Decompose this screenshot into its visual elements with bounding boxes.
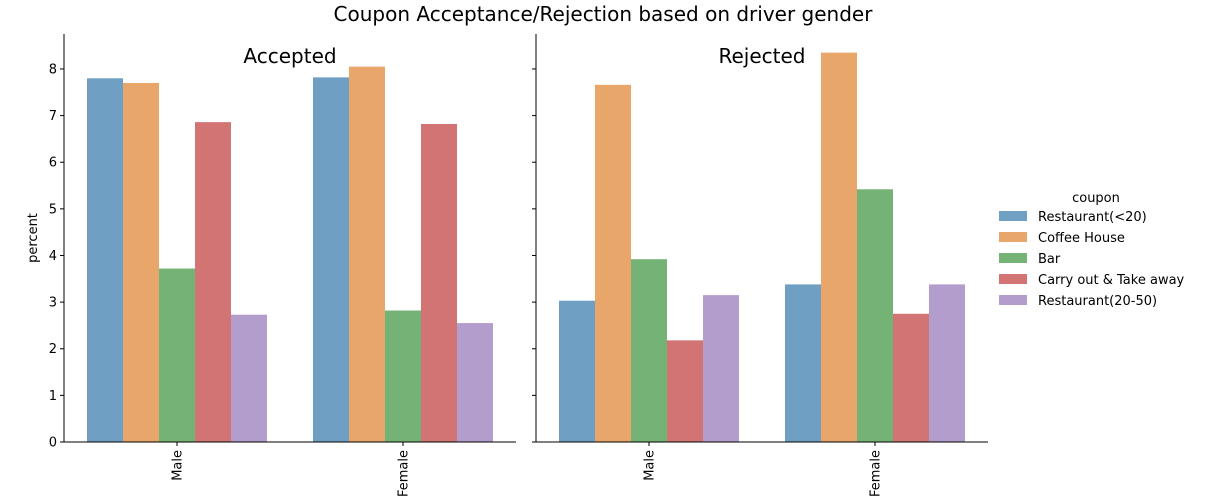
legend-label-3: Carry out & Take away [1038, 273, 1185, 288]
bar-accepted-female-4 [457, 323, 493, 442]
y-tick-label-2: 2 [49, 342, 57, 357]
x-tick-label-male-0: Male [171, 450, 186, 481]
legend-title: coupon [1072, 191, 1120, 206]
panel-rejected: Rejected Male Female [532, 34, 988, 497]
x-tick-label-female-0: Female [397, 450, 412, 497]
legend: coupon Restaurant(<20) Coffee House Bar Car… [999, 191, 1185, 309]
y-tick-label-0: 0 [49, 436, 57, 451]
y-tick-label-8: 8 [49, 62, 57, 77]
y-tick-label-1: 1 [49, 389, 57, 404]
panel-title-accepted: Accepted [243, 44, 336, 68]
bar-accepted-female-3 [421, 123, 457, 443]
bar-rejected-male-0 [559, 300, 595, 442]
bar-accepted-male-0 [87, 78, 123, 442]
y-tick-label-4: 4 [49, 249, 57, 264]
bar-accepted-male-3 [195, 122, 231, 443]
legend-swatch-0 [999, 211, 1027, 221]
y-tick-label-6: 6 [49, 156, 57, 171]
bar-rejected-male-4 [703, 295, 739, 442]
legend-swatch-4 [999, 295, 1027, 305]
legend-swatch-1 [999, 232, 1027, 242]
bar-accepted-male-2 [159, 268, 195, 442]
bar-accepted-male-1 [123, 82, 159, 443]
x-tick-label-male-1: Male [643, 450, 658, 481]
chart-title: Coupon Acceptance/Rejection based on dri… [334, 2, 874, 26]
bar-rejected-female-0 [785, 284, 821, 442]
bar-accepted-female-1 [349, 66, 385, 442]
bar-accepted-female-0 [313, 77, 349, 443]
y-axis-label: percent [26, 213, 41, 263]
bar-accepted-female-2 [385, 310, 421, 442]
legend-swatch-2 [999, 253, 1027, 263]
panel-title-rejected: Rejected [718, 44, 805, 68]
bar-accepted-male-4 [231, 314, 267, 442]
legend-label-1: Coffee House [1038, 231, 1125, 246]
bar-rejected-female-2 [857, 189, 893, 442]
y-tick-label-3: 3 [49, 296, 57, 311]
x-tick-label-female-1: Female [869, 450, 884, 497]
panel-accepted: Accepted 0 1 2 3 4 5 6 7 8 Male Female [49, 34, 516, 497]
legend-swatch-3 [999, 274, 1027, 284]
legend-label-2: Bar [1038, 252, 1061, 267]
legend-label-0: Restaurant(<20) [1038, 210, 1147, 225]
y-tick-label-7: 7 [49, 109, 57, 124]
bar-rejected-female-3 [893, 313, 929, 442]
bar-rejected-male-3 [667, 340, 703, 442]
legend-label-4: Restaurant(20-50) [1038, 294, 1157, 309]
bar-rejected-female-1 [821, 52, 857, 442]
bar-rejected-male-2 [631, 259, 667, 442]
y-tick-label-5: 5 [49, 202, 57, 217]
bar-rejected-male-1 [595, 84, 631, 443]
bar-rejected-female-4 [929, 284, 965, 442]
